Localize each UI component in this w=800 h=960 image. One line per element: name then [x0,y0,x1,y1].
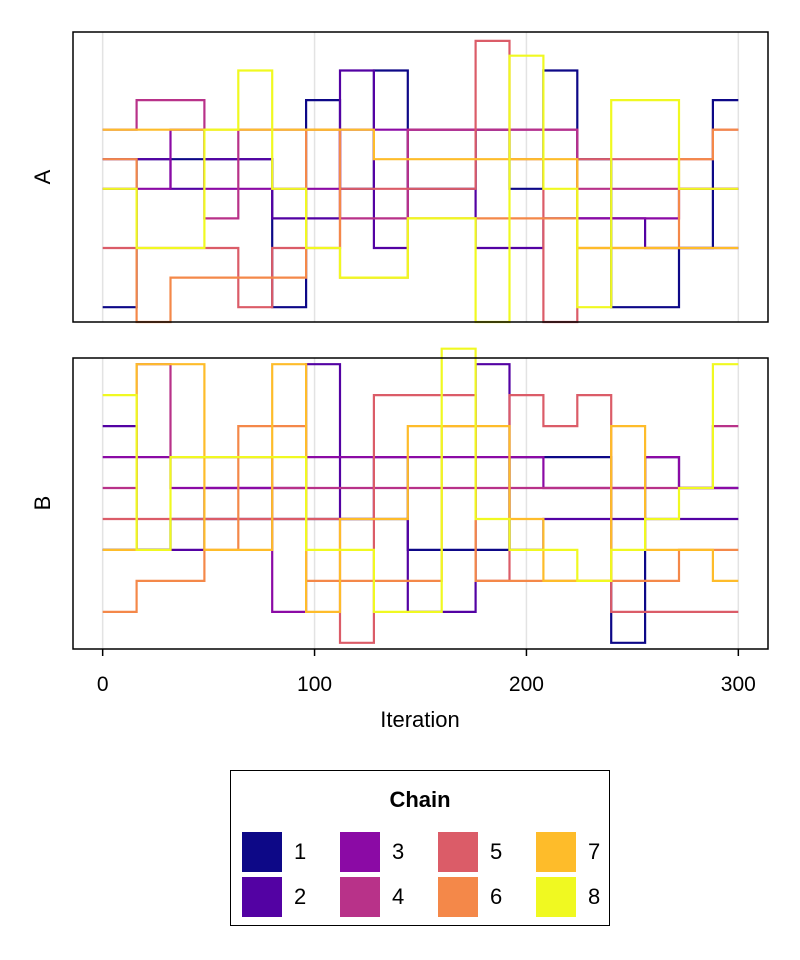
legend-label: 2 [294,884,307,909]
series-line-chain-4 [102,99,739,220]
legend-title: Chain [389,787,451,812]
plot-frame [72,31,769,323]
panel-a-ylabel: A [30,169,55,184]
legend-item-chain-6: 6 [438,877,502,917]
x-axis-ticks: 0 100 200 300 [97,649,756,696]
series-line-chain-5 [102,39,739,324]
legend-swatch [340,832,380,872]
series-line-chain-8 [102,54,739,324]
x-tick-label: 200 [509,673,544,696]
x-tick-label: 300 [721,673,756,696]
legend-item-chain-5: 5 [438,832,502,872]
plot-frame [72,357,769,650]
panel-b-ylabel: B [30,496,55,511]
series-line-chain-6 [102,425,739,613]
legend-item-chain-4: 4 [340,877,404,917]
legend: Chain 1 2 3 4 5 6 7 8 [230,770,610,926]
series-line-chain-8 [102,347,739,613]
legend-swatch [340,877,380,917]
legend-swatch [438,877,478,917]
panel-b: B [30,347,769,650]
series-line-chain-3 [102,456,739,613]
legend-swatch [438,832,478,872]
legend-label: 3 [392,839,405,864]
panel-a: A [30,31,769,324]
legend-swatch [536,832,576,872]
legend-label: 6 [490,884,503,909]
legend-swatch [536,877,576,917]
legend-item-chain-3: 3 [340,832,404,872]
x-tick-label: 100 [297,673,332,696]
legend-swatch [242,877,282,917]
legend-swatch [242,832,282,872]
legend-label: 4 [392,884,405,909]
legend-item-chain-2: 2 [242,877,306,917]
x-axis-label: Iteration [380,707,460,732]
legend-item-chain-1: 1 [242,832,306,872]
legend-label: 5 [490,839,503,864]
legend-item-chain-7: 7 [536,832,600,872]
legend-label: 7 [588,839,601,864]
series-line-chain-3 [102,128,739,220]
x-tick-label: 0 [97,673,109,696]
legend-label: 8 [588,884,601,909]
legend-label: 1 [294,839,307,864]
series-line-chain-7 [102,363,739,613]
legend-item-chain-8: 8 [536,877,600,917]
series-line-chain-4 [102,363,739,490]
